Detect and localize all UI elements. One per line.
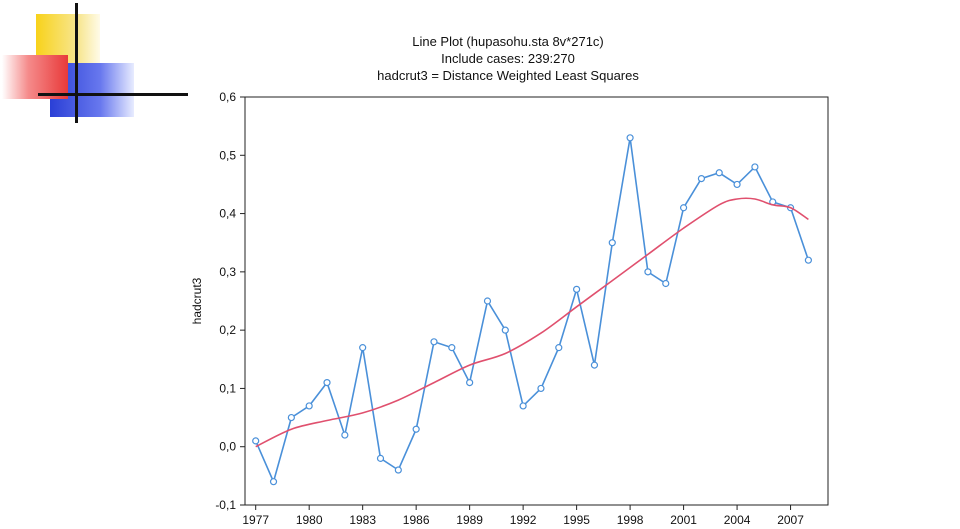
data-point [430,338,438,346]
data-point [537,384,545,393]
data-point [359,344,367,352]
chart-title-line-1: Line Plot (hupasohu.sta 8v*271c) [412,34,604,49]
data-point [519,402,527,410]
data-point [466,379,474,387]
data-point [555,344,563,352]
y-tick-label: 0,3 [219,265,236,279]
data-point [483,297,492,305]
x-tick-label: 2004 [724,513,751,527]
series-line-observed [254,137,810,485]
data-point [608,239,616,247]
data-point [733,180,741,189]
data-point [573,285,581,293]
y-axis-label: hadcrut3 [190,277,204,324]
data-point [644,268,652,276]
x-tick-label: 1986 [403,513,430,527]
data-point [287,413,295,422]
data-point [751,163,759,171]
x-tick-label: 1995 [563,513,590,527]
data-point [305,402,313,410]
x-tick-label: 1980 [296,513,323,527]
data-point [590,361,599,369]
plot-frame [244,96,829,506]
y-tick-label: 0,5 [219,148,236,162]
x-tick-label: 1998 [617,513,644,527]
deco-vertical-line [75,3,78,123]
x-tick-label: 1992 [510,513,537,527]
data-point [501,326,509,334]
deco-red-square [2,55,68,99]
data-point [252,437,260,445]
data-point [448,344,456,352]
x-tick-label: 2007 [777,513,804,527]
x-tick-label: 1989 [456,513,483,527]
y-tick-label: 0,2 [219,323,236,337]
y-tick-label: 0,1 [219,381,236,395]
x-tick-label: 1983 [349,513,376,527]
y-tick-label: 0,6 [219,90,236,104]
data-point [626,134,634,142]
x-tick-label: 2001 [670,513,697,527]
data-point [412,425,420,433]
data-point [804,256,812,264]
x-tick-label: 1977 [242,513,269,527]
data-point [662,279,670,288]
y-tick-label: 0,4 [219,207,236,221]
deco-horizontal-line [38,93,188,96]
data-point [394,466,402,474]
data-point [697,175,706,183]
data-point [376,454,385,462]
data-point [679,204,688,212]
chart-title-line-2: Include cases: 239:270 [441,51,575,66]
data-point [715,169,723,177]
data-point [269,478,278,486]
data-point [323,379,331,387]
y-tick-label: 0,0 [219,440,236,454]
series-line-smoothed [255,197,809,448]
data-point [341,431,349,439]
chart-title-line-3: hadcrut3 = Distance Weighted Least Squar… [377,68,639,83]
y-tick-label: -0,1 [215,498,236,512]
